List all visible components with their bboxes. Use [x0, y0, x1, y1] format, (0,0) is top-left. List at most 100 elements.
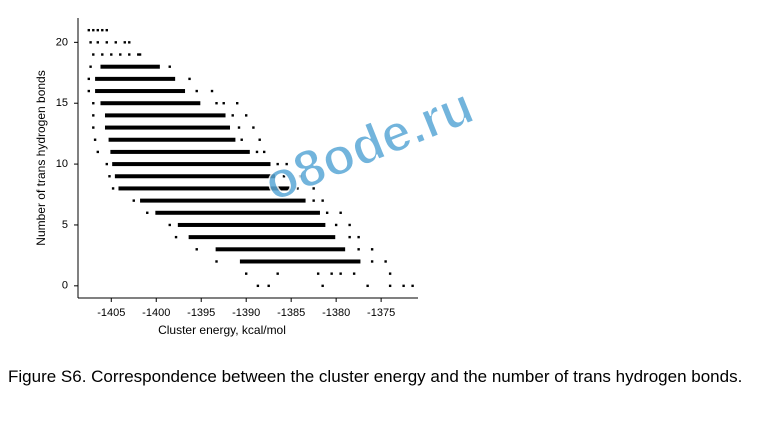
point: [96, 150, 99, 154]
dense-row: [108, 137, 236, 142]
dense-row: [95, 89, 186, 94]
point: [146, 211, 149, 214]
point: [132, 199, 135, 202]
point: [87, 77, 90, 81]
point: [110, 53, 113, 56]
point: [101, 28, 104, 32]
point: [339, 272, 342, 275]
x-tick-label: -1395: [187, 307, 215, 319]
point: [348, 223, 351, 227]
watermark: o8ode.ru: [256, 77, 481, 213]
x-tick-label: -1390: [232, 307, 260, 319]
dense-row: [188, 235, 336, 240]
point: [316, 272, 320, 275]
point: [89, 65, 92, 68]
point: [339, 211, 342, 214]
caption: Figure S6. Correspondence between the cl…: [8, 367, 743, 386]
point: [111, 187, 115, 190]
point: [138, 53, 142, 56]
point: [174, 235, 178, 239]
point: [188, 77, 191, 81]
point: [276, 162, 279, 166]
x-tick-label: -1385: [277, 307, 305, 319]
dense-row: [110, 149, 250, 154]
y-tick-label: 20: [56, 36, 68, 48]
point: [384, 260, 387, 263]
point: [231, 114, 234, 117]
x-tick-label: -1405: [97, 307, 125, 319]
point: [108, 175, 111, 178]
point: [296, 187, 299, 190]
point: [312, 187, 315, 190]
point: [237, 126, 241, 129]
point: [92, 114, 95, 117]
point: [96, 41, 99, 44]
point: [348, 235, 351, 239]
dense-row: [112, 162, 271, 167]
point: [215, 260, 218, 263]
dense-row: [95, 76, 176, 81]
point: [128, 41, 131, 44]
y-tick-label: 5: [62, 219, 68, 231]
y-tick-label: 0: [62, 280, 68, 292]
point: [236, 102, 239, 105]
point: [96, 28, 99, 32]
dense-row: [239, 259, 361, 264]
point: [255, 150, 259, 154]
dense-row: [100, 64, 160, 69]
point: [215, 102, 218, 105]
point: [123, 41, 126, 44]
dense-row: [114, 174, 275, 179]
point: [105, 28, 108, 32]
x-tick-label: -1375: [367, 307, 395, 319]
point: [252, 126, 255, 129]
point: [210, 89, 214, 93]
x-tick-label: -1380: [322, 307, 350, 319]
point: [222, 102, 225, 105]
point: [195, 248, 198, 251]
point: [119, 53, 122, 56]
point: [357, 248, 360, 251]
dense-row: [100, 101, 201, 106]
x-tick-label: -1400: [142, 307, 170, 319]
point: [357, 235, 360, 239]
point: [101, 53, 104, 56]
x-axis-label: Cluster energy, kcal/mol: [158, 323, 286, 337]
point: [411, 284, 414, 288]
point: [128, 53, 131, 56]
point: [258, 138, 261, 141]
dense-row: [177, 222, 326, 227]
point: [168, 65, 171, 68]
point: [240, 138, 243, 141]
point: [325, 211, 329, 214]
dense-row: [104, 113, 226, 118]
point: [245, 114, 248, 117]
point: [256, 284, 260, 288]
y-tick-label: 15: [56, 97, 68, 109]
dense-row: [155, 210, 320, 215]
point: [92, 102, 95, 105]
point: [388, 284, 392, 288]
point: [282, 175, 286, 178]
point: [285, 162, 288, 166]
point: [168, 223, 171, 227]
point: [245, 272, 248, 275]
point: [89, 41, 92, 44]
point: [388, 272, 392, 275]
point: [92, 126, 95, 129]
point: [114, 41, 117, 44]
point: [366, 284, 369, 288]
point: [352, 272, 356, 275]
point: [370, 260, 374, 263]
dense-row: [140, 198, 306, 203]
point: [105, 41, 108, 44]
point: [298, 175, 302, 178]
dense-row: [104, 125, 231, 130]
dense-row: [118, 186, 291, 191]
point: [87, 28, 90, 32]
point: [92, 28, 95, 32]
y-tick-label: 10: [56, 158, 68, 170]
point: [92, 53, 95, 56]
point: [402, 284, 405, 288]
